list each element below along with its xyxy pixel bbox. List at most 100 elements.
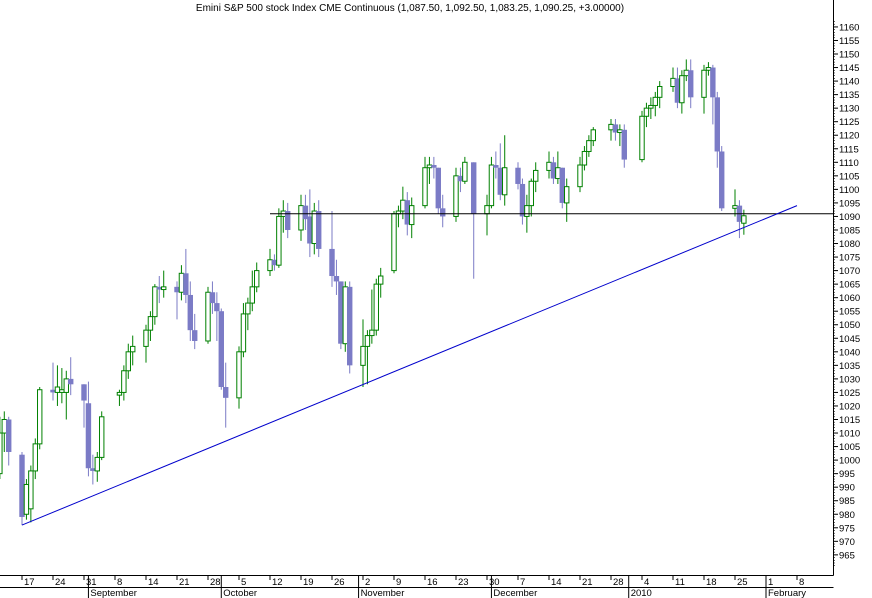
- candle-body: [493, 165, 499, 168]
- candle: [50, 362, 56, 401]
- candle: [205, 286, 211, 344]
- candle-body: [161, 286, 167, 291]
- candle: [701, 64, 707, 114]
- candle: [85, 381, 92, 477]
- candle-body: [218, 311, 224, 388]
- candle-body: [657, 85, 663, 98]
- y-tick-label: 975: [839, 523, 855, 534]
- candle: [23, 479, 30, 520]
- candle: [688, 59, 694, 109]
- candle-body: [391, 213, 397, 272]
- y-tick-label: 1030: [839, 374, 860, 385]
- candle: [714, 91, 720, 168]
- candle: [161, 270, 167, 298]
- candle: [528, 178, 534, 217]
- candle: [298, 194, 304, 241]
- x-tick-label: 8: [117, 577, 122, 588]
- candle: [555, 151, 561, 184]
- x-tick-label: 31: [86, 577, 97, 588]
- candle-body: [99, 416, 105, 458]
- candle: [81, 384, 87, 428]
- candle: [54, 365, 61, 406]
- candle: [431, 156, 437, 179]
- candle: [28, 465, 34, 523]
- candle: [488, 156, 495, 209]
- candle-body: [679, 75, 685, 104]
- candle-body: [178, 272, 185, 293]
- candle: [152, 284, 158, 325]
- candle-body: [400, 199, 406, 212]
- candle: [333, 259, 340, 295]
- candle: [245, 297, 251, 331]
- y-tick-label: 1020: [839, 401, 860, 412]
- y-tick-label: 1110: [839, 158, 859, 169]
- candle-body: [559, 167, 565, 203]
- y-tick-label: 1085: [839, 225, 860, 236]
- month-label: December: [493, 588, 537, 598]
- candle-body: [564, 186, 570, 204]
- y-tick-label: 1010: [839, 429, 860, 440]
- candle-body: [484, 205, 490, 215]
- month-label: 2010: [631, 588, 652, 598]
- month-label: September: [90, 588, 136, 598]
- candle: [577, 156, 583, 193]
- y-tick-label: 1160: [839, 22, 859, 33]
- candle: [338, 281, 344, 350]
- candle: [453, 167, 459, 222]
- candle: [360, 319, 366, 388]
- candle: [564, 178, 570, 222]
- candle: [276, 208, 282, 268]
- y-tick-label: 1125: [839, 117, 859, 128]
- candle: [550, 156, 557, 184]
- y-tick-label: 995: [839, 469, 855, 480]
- candle-body: [701, 69, 707, 98]
- candle-body: [23, 483, 30, 515]
- candle: [329, 211, 335, 287]
- x-tick-label: 23: [458, 577, 469, 588]
- candle-body: [267, 259, 273, 272]
- candle-body: [608, 123, 614, 131]
- candle-body: [502, 167, 508, 196]
- x-tick-label: 9: [396, 577, 401, 588]
- candle: [710, 64, 716, 125]
- candle-body: [271, 259, 278, 266]
- candle-body: [125, 351, 131, 372]
- candle: [63, 370, 69, 420]
- candle: [192, 313, 198, 350]
- candle: [612, 118, 619, 141]
- candle-body: [85, 403, 92, 469]
- y-tick-label: 1095: [839, 198, 860, 209]
- x-tick-label: 14: [551, 577, 562, 588]
- candle: [271, 254, 278, 271]
- candle-body: [156, 286, 162, 290]
- candle-body: [276, 215, 282, 266]
- trend-line: [21, 205, 798, 526]
- candle: [68, 357, 74, 396]
- candle: [670, 67, 676, 92]
- candle: [378, 267, 384, 298]
- candle: [617, 124, 623, 147]
- candle-body: [710, 67, 716, 98]
- candle: [130, 335, 136, 366]
- candle: [19, 451, 25, 526]
- candle-body: [453, 175, 459, 217]
- candle: [657, 81, 663, 109]
- candle-body: [741, 215, 747, 224]
- candle-body: [59, 389, 65, 393]
- candle-body: [360, 345, 366, 366]
- y-tick-label: 1080: [839, 239, 860, 250]
- candle: [373, 278, 379, 336]
- candle-body: [431, 165, 437, 168]
- y-tick-label: 1120: [839, 131, 859, 142]
- y-tick-label: 1050: [839, 320, 860, 331]
- candle-body: [471, 162, 477, 214]
- x-tick-label: 28: [210, 577, 221, 588]
- candle: [223, 362, 229, 428]
- candle-body: [342, 286, 348, 345]
- candle-body: [338, 281, 344, 344]
- candle: [590, 127, 596, 147]
- candle-body: [333, 276, 340, 282]
- candle-body: [347, 286, 353, 366]
- candle-body: [586, 140, 592, 152]
